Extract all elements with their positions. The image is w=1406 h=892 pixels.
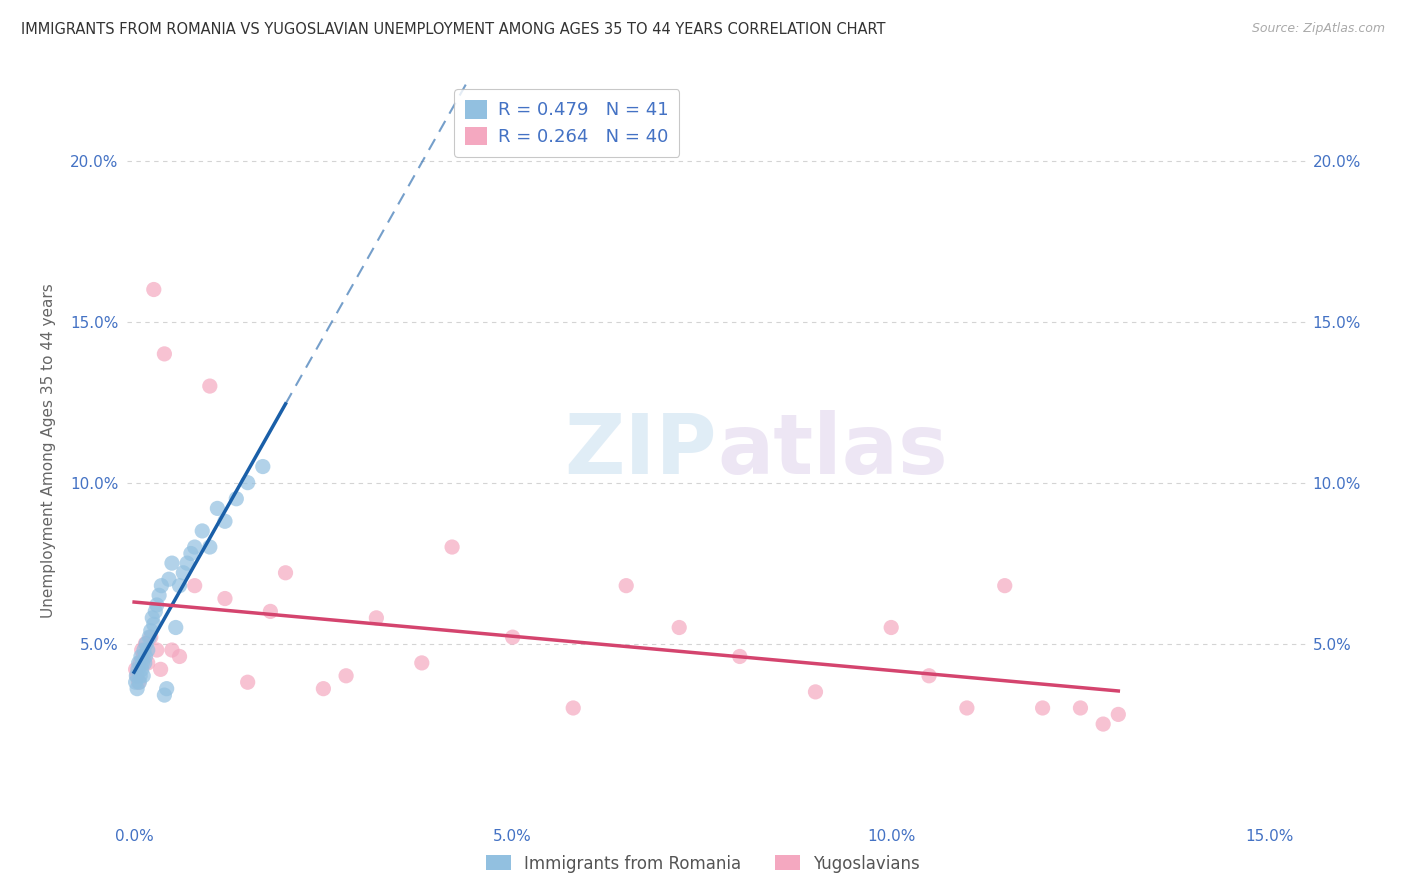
Point [127, 669, 149, 683]
Point [214, 591, 236, 606]
Point [411, 656, 433, 670]
Text: ZIP: ZIP [565, 410, 717, 491]
Point [146, 643, 169, 657]
Point [502, 630, 524, 644]
Point [1069, 701, 1091, 715]
Point [804, 685, 827, 699]
Point [129, 649, 152, 664]
Point [728, 649, 751, 664]
Point [136, 656, 159, 670]
Legend: R = 0.479   N = 41, R = 0.264   N = 40: R = 0.479 N = 41, R = 0.264 N = 40 [454, 89, 679, 157]
Point [180, 546, 202, 560]
Point [124, 675, 146, 690]
Point [134, 649, 156, 664]
Point [312, 681, 335, 696]
Point [142, 283, 165, 297]
Point [127, 681, 149, 696]
Point [146, 598, 169, 612]
Text: IMMIGRANTS FROM ROMANIA VS YUGOSLAVIAN UNEMPLOYMENT AMONG AGES 35 TO 44 YEARS CO: IMMIGRANTS FROM ROMANIA VS YUGOSLAVIAN U… [21, 22, 886, 37]
Text: atlas: atlas [717, 410, 948, 491]
Point [183, 579, 205, 593]
Point [956, 701, 979, 715]
Point [129, 656, 152, 670]
Point [918, 669, 941, 683]
Point [125, 669, 148, 683]
Text: Source: ZipAtlas.com: Source: ZipAtlas.com [1251, 22, 1385, 36]
Point [160, 643, 183, 657]
Point [129, 669, 152, 683]
Point [138, 630, 160, 644]
Point [160, 556, 183, 570]
Point [148, 588, 170, 602]
Point [236, 475, 259, 490]
Point [880, 620, 903, 634]
Point [236, 675, 259, 690]
Point [156, 681, 179, 696]
Point [668, 620, 690, 634]
Point [139, 630, 162, 644]
Point [128, 656, 150, 670]
Point [131, 656, 153, 670]
Point [225, 491, 247, 506]
Legend: Immigrants from Romania, Yugoslavians: Immigrants from Romania, Yugoslavians [479, 848, 927, 880]
Point [1032, 701, 1054, 715]
Point [134, 656, 156, 670]
Point [153, 688, 176, 702]
Y-axis label: Unemployment Among Ages 35 to 44 years: Unemployment Among Ages 35 to 44 years [41, 283, 56, 618]
Point [157, 572, 180, 586]
Point [191, 524, 214, 538]
Point [136, 643, 159, 657]
Point [128, 675, 150, 690]
Point [135, 637, 157, 651]
Point [252, 459, 274, 474]
Point [131, 662, 153, 676]
Point [132, 669, 155, 683]
Point [127, 662, 149, 676]
Point [198, 540, 221, 554]
Point [143, 604, 166, 618]
Point [169, 649, 191, 664]
Point [141, 611, 163, 625]
Point [335, 669, 357, 683]
Point [441, 540, 464, 554]
Point [128, 675, 150, 690]
Point [132, 643, 155, 657]
Point [214, 514, 236, 528]
Point [274, 566, 297, 580]
Point [994, 579, 1017, 593]
Point [183, 540, 205, 554]
Point [259, 604, 281, 618]
Point [198, 379, 221, 393]
Point [1107, 707, 1129, 722]
Point [172, 566, 194, 580]
Point [124, 662, 146, 676]
Point [165, 620, 187, 634]
Point [207, 501, 229, 516]
Point [131, 643, 153, 657]
Point [169, 579, 191, 593]
Point [150, 579, 173, 593]
Point [366, 611, 388, 625]
Point [134, 637, 156, 651]
Point [139, 624, 162, 638]
Point [149, 662, 172, 676]
Point [132, 649, 155, 664]
Point [153, 347, 176, 361]
Point [176, 556, 198, 570]
Point [562, 701, 585, 715]
Point [1092, 717, 1115, 731]
Point [614, 579, 637, 593]
Point [142, 617, 165, 632]
